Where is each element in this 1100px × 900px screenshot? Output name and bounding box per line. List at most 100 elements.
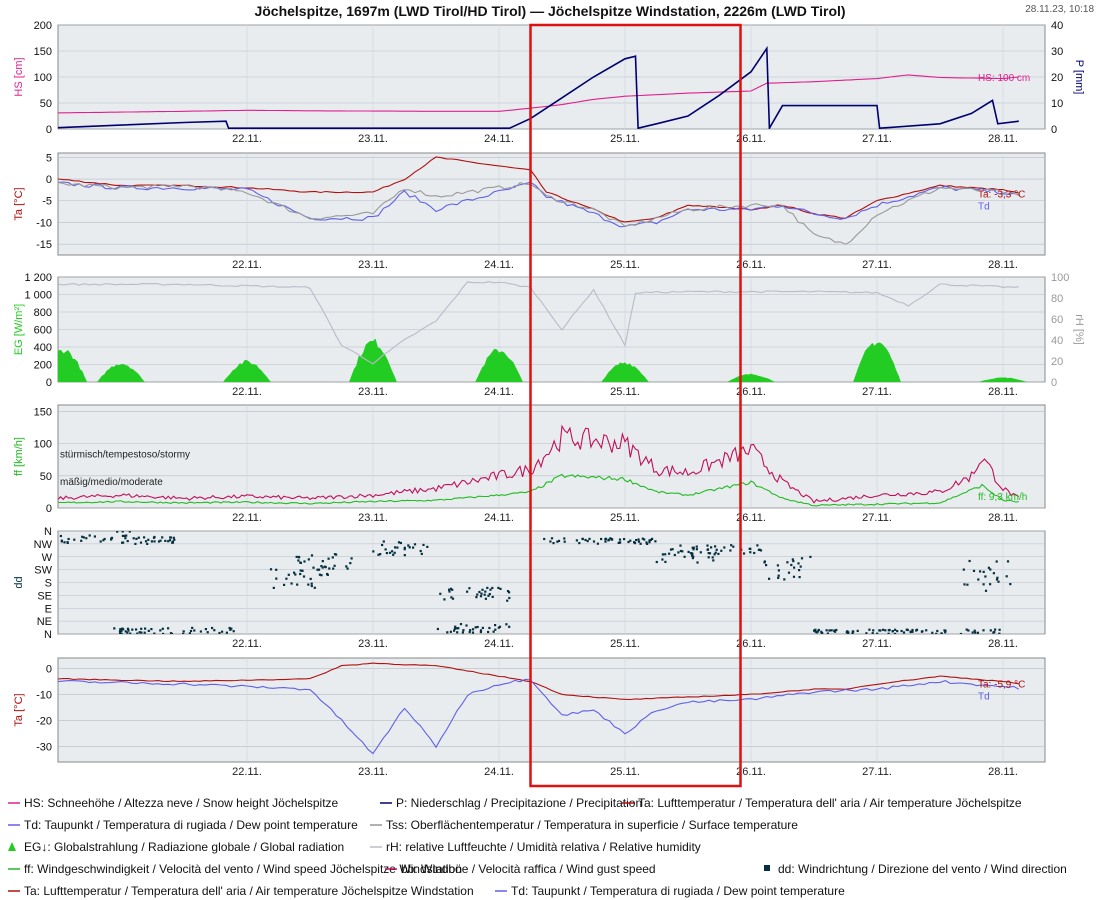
dd-point xyxy=(113,627,116,630)
dd-point xyxy=(776,564,779,567)
dd-point xyxy=(451,588,454,591)
dd-point xyxy=(303,560,306,563)
dd-point xyxy=(164,539,167,542)
dd-point xyxy=(814,630,817,633)
y-tick: 1 000 xyxy=(24,290,52,302)
x-tick: 25.11. xyxy=(610,133,640,145)
dd-point xyxy=(966,583,969,586)
dd-point xyxy=(645,541,648,544)
dd-point xyxy=(119,632,122,634)
dd-point xyxy=(393,551,396,554)
dd-point xyxy=(748,547,751,550)
dd-point xyxy=(497,586,500,589)
legend-item: EG↓: Globalstrahlung / Radiazione global… xyxy=(24,840,344,854)
dd-point xyxy=(324,566,327,569)
dd-point xyxy=(171,540,174,543)
dd-point xyxy=(298,556,301,559)
legend-item: P: Niederschlag / Precipitazione / Preci… xyxy=(396,796,642,810)
x-tick: 25.11. xyxy=(610,638,640,650)
dd-point xyxy=(450,596,453,599)
dd-point xyxy=(799,565,802,568)
dd-point xyxy=(995,578,999,581)
dd-point xyxy=(1005,575,1008,578)
radiation-peak xyxy=(58,349,88,382)
dd-point xyxy=(847,631,850,634)
dd-point xyxy=(498,625,502,628)
dd-point xyxy=(944,631,947,634)
y-tick: NW xyxy=(34,539,53,551)
dd-point xyxy=(230,627,233,630)
dd-point xyxy=(581,537,584,541)
dd-point xyxy=(388,551,392,554)
y-tick-right: 0 xyxy=(1051,124,1057,136)
dd-point xyxy=(600,537,603,541)
dd-point xyxy=(102,539,105,542)
dd-point xyxy=(798,576,801,579)
dd-point xyxy=(543,537,546,541)
x-tick: 24.11. xyxy=(484,638,514,650)
dd-point xyxy=(984,575,987,578)
series-group xyxy=(58,156,1020,245)
dd-point xyxy=(381,543,384,547)
wind-class-stormy: stürmisch/tempestoso/stormy xyxy=(60,450,190,461)
series-tss-line xyxy=(58,181,1020,245)
dd-point xyxy=(296,583,299,586)
x-tick: 26.11. xyxy=(736,133,766,145)
dd-point xyxy=(661,558,664,561)
dd-point xyxy=(911,630,914,633)
x-tick: 28.11. xyxy=(988,638,1018,650)
series-group xyxy=(58,281,1027,382)
dd-point xyxy=(199,630,202,633)
dd-point xyxy=(484,590,487,593)
dd-point xyxy=(333,564,336,567)
y-tick: N xyxy=(44,629,52,641)
dd-point xyxy=(412,546,415,549)
dd-point xyxy=(995,560,998,563)
series-ta-line xyxy=(58,662,1019,701)
dd-point xyxy=(835,628,838,632)
x-tick: 22.11. xyxy=(232,638,262,650)
x-tick: 27.11. xyxy=(862,512,892,524)
dd-point xyxy=(959,632,963,634)
dd-point xyxy=(310,584,313,588)
dd-point xyxy=(436,627,439,631)
dd-point xyxy=(167,627,170,630)
dd-point xyxy=(648,539,651,542)
y-tick: 800 xyxy=(34,307,52,319)
series-ta-line xyxy=(58,156,1019,223)
y-tick: 150 xyxy=(34,46,52,58)
dd-point xyxy=(302,575,306,578)
dd-point xyxy=(712,559,715,562)
dd-point xyxy=(468,587,471,590)
dd-point xyxy=(484,597,487,600)
dd-point xyxy=(506,590,510,593)
dd-point xyxy=(480,592,483,595)
dd-point xyxy=(604,538,607,541)
dd-point xyxy=(732,545,735,548)
dd-point xyxy=(310,554,314,557)
dd-point xyxy=(453,627,456,630)
dd-point xyxy=(124,630,127,633)
dd-point xyxy=(379,553,382,556)
timestamp: 28.11.23, 10:18 xyxy=(1025,4,1094,15)
dd-point xyxy=(635,539,638,542)
x-tick: 22.11. xyxy=(232,259,262,271)
dd-point xyxy=(486,586,489,589)
dd-point xyxy=(144,540,148,543)
x-tick: 25.11. xyxy=(610,766,640,778)
x-tick: 22.11. xyxy=(232,133,262,145)
dd-point xyxy=(332,567,335,570)
dd-point xyxy=(478,590,481,594)
dd-point xyxy=(997,580,1000,583)
y-tick: -5 xyxy=(42,196,52,208)
dd-point xyxy=(312,566,315,569)
dd-point xyxy=(124,537,127,540)
dd-point xyxy=(730,544,733,547)
dd-point xyxy=(708,552,712,555)
dd-point xyxy=(461,631,464,634)
dd-point xyxy=(126,631,129,634)
y-tick: 0 xyxy=(46,663,52,675)
wind-class-moderate: mäßig/medio/moderate xyxy=(60,477,163,488)
panel-radiation: 0 200 400 600 800 1 000 1 200 0 20 40 60 80 100 22.11… xyxy=(13,272,1085,398)
